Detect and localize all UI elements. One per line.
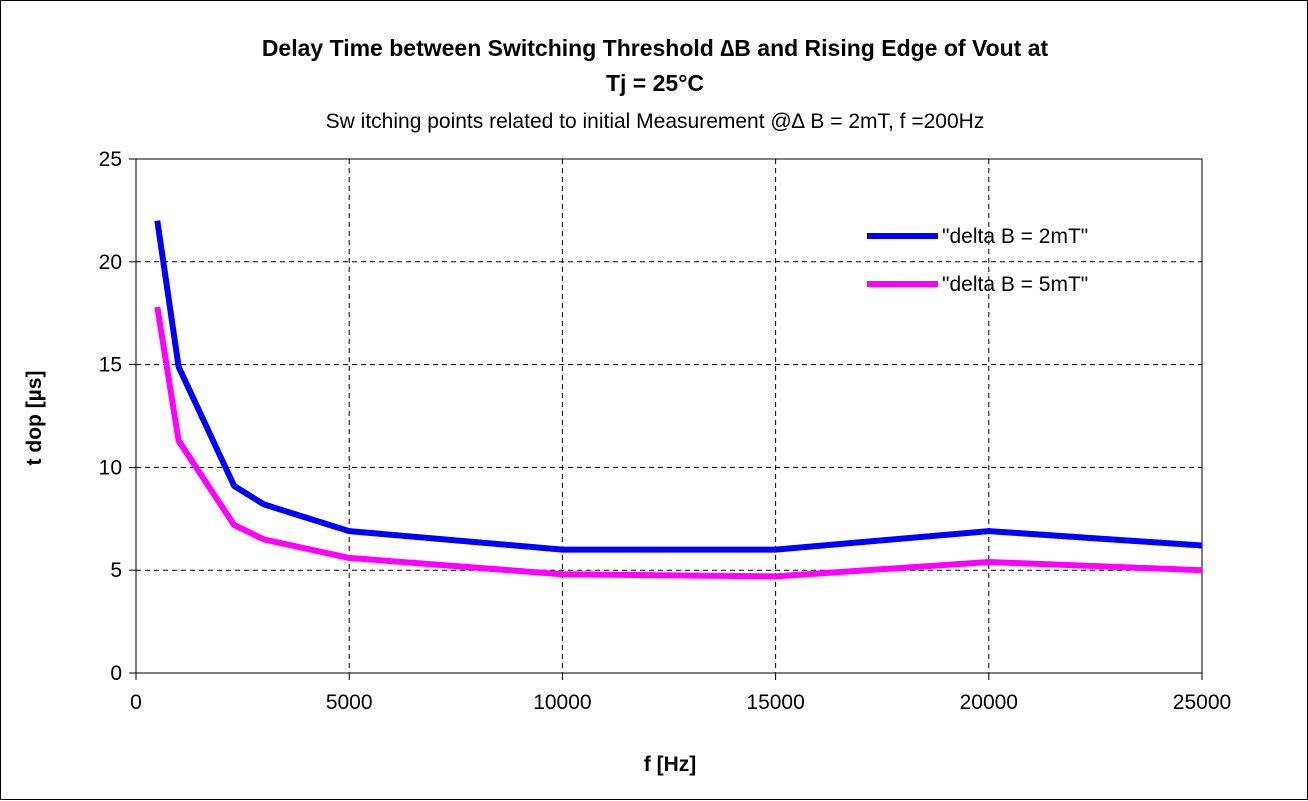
y-tick-label: 0 [110,662,122,685]
legend-label-2: "delta B = 5mT" [942,273,1088,296]
legend-label-1: "delta B = 2mT" [942,225,1088,248]
series-layer [154,220,1203,580]
x-tick-label: 5000 [326,691,373,714]
x-tick-label: 15000 [746,691,804,714]
y-tick-label: 25 [99,148,122,171]
chart-title-line1: Delay Time between Switching Threshold ∆… [262,35,1049,61]
x-axis-ticks: 0 5000 10000 15000 20000 25000 [130,673,1231,714]
x-tick-label: 25000 [1173,691,1231,714]
plot-area-frame [135,158,1203,674]
y-axis-label: t dop [µs] [23,371,46,466]
x-tick-label: 0 [130,691,142,714]
x-axis-label: f [Hz] [644,753,696,776]
series-line-2 [154,306,1203,580]
chart-subtitle: Sw itching points related to initial Mea… [326,110,985,133]
y-axis-ticks: 0 5 10 15 20 25 [99,148,136,685]
x-tick-label: 20000 [960,691,1018,714]
chart-title-line2: Tj = 25°C [606,70,704,96]
y-tick-label: 20 [99,251,122,274]
grid-layer [136,159,1202,673]
y-tick-label: 5 [110,559,122,582]
y-tick-label: 10 [99,456,122,479]
legend: "delta B = 2mT" "delta B = 5mT" [867,225,1088,296]
series-line-1 [154,220,1203,553]
y-tick-label: 15 [99,354,122,377]
x-tick-label: 10000 [533,691,591,714]
